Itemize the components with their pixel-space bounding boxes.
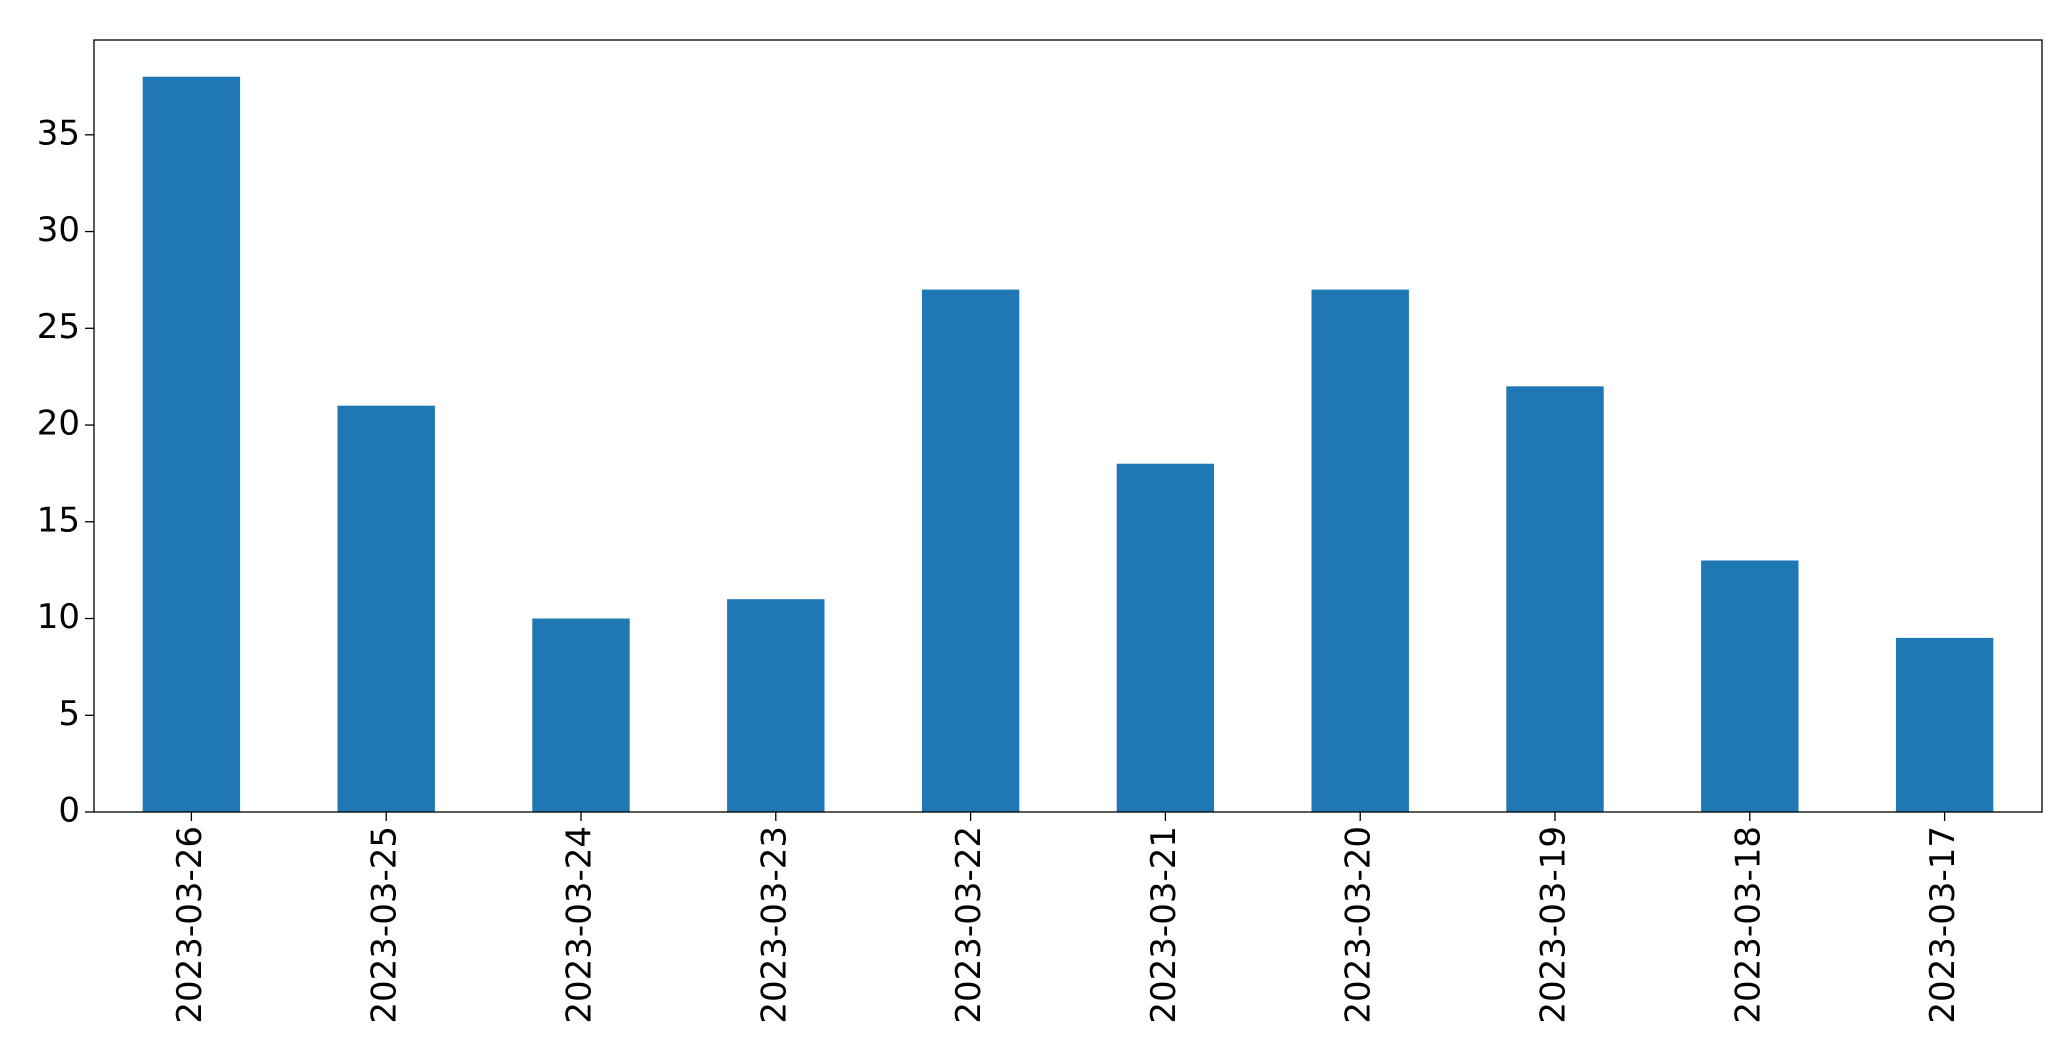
y-tick-label: 15: [37, 500, 80, 540]
bar: [532, 618, 630, 812]
x-tick-label: 2023-03-25: [365, 826, 405, 1024]
x-tick-label: 2023-03-22: [949, 826, 989, 1024]
axes-frame: [93, 39, 2043, 813]
x-tick-label: 2023-03-24: [560, 826, 600, 1024]
bar: [142, 76, 241, 812]
bar: [1506, 386, 1604, 812]
y-tick-label: 10: [37, 597, 80, 637]
bar: [727, 599, 825, 812]
bar: [1895, 637, 1994, 812]
x-tick-label: 2023-03-21: [1144, 826, 1184, 1024]
x-tick-label: 2023-03-17: [1923, 826, 1963, 1024]
y-tick-label: 25: [37, 307, 80, 347]
bar: [1116, 463, 1215, 812]
x-tick-label: 2023-03-19: [1534, 826, 1574, 1024]
x-tick-label: 2023-03-23: [754, 826, 794, 1024]
y-tick-label: 5: [58, 694, 80, 734]
y-tick-label: 0: [58, 791, 80, 831]
bar: [1701, 560, 1799, 812]
y-tick-label: 35: [37, 113, 80, 153]
x-tick-label: 2023-03-20: [1339, 826, 1379, 1024]
bar: [337, 405, 435, 812]
y-tick-label: 20: [37, 404, 80, 444]
bar: [921, 289, 1020, 812]
y-tick-label: 30: [37, 210, 80, 250]
x-tick-label: 2023-03-18: [1728, 826, 1768, 1024]
bar: [1311, 289, 1409, 812]
x-tick-label: 2023-03-26: [170, 826, 210, 1024]
